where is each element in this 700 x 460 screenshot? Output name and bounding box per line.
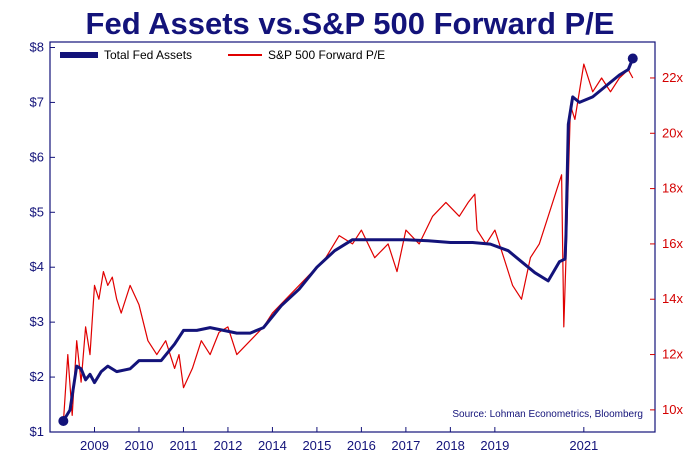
chart-title: Fed Assets vs.S&P 500 Forward P/E — [86, 6, 615, 41]
x-tick-label: 2021 — [569, 438, 598, 453]
right-tick-label: 16x — [662, 236, 683, 251]
left-tick-label: $2 — [30, 369, 44, 384]
left-tick-label: $4 — [30, 259, 44, 274]
source-note: Source: Lohman Econometrics, Bloomberg — [452, 409, 643, 420]
x-tick-label: 2014 — [258, 438, 287, 453]
x-tick-label: 2015 — [302, 438, 331, 453]
x-tick-label: 2009 — [80, 438, 109, 453]
right-tick-label: 22x — [662, 70, 683, 85]
left-tick-label: $7 — [30, 94, 44, 109]
left-axis: $1 $2 $3 $4 $5 $6 $7 $8 — [30, 39, 55, 439]
x-tick-label: 2019 — [480, 438, 509, 453]
x-tick-label: 2011 — [169, 438, 197, 453]
right-tick-label: 18x — [662, 181, 683, 196]
right-axis: 10x 12x 14x 16x 18x 20x 22x — [650, 70, 683, 417]
right-tick-label: 20x — [662, 125, 683, 140]
x-tick-label: 2010 — [125, 438, 154, 453]
series-line-fed — [61, 57, 635, 423]
series-layer — [58, 53, 638, 427]
right-tick-label: 12x — [662, 347, 683, 362]
legend-label-fed: Total Fed Assets — [104, 48, 192, 62]
x-tick-label: 2018 — [436, 438, 465, 453]
left-tick-label: $5 — [30, 204, 44, 219]
fed-start-marker — [58, 416, 69, 427]
x-tick-label: 2017 — [391, 438, 420, 453]
legend-label-pe: S&P 500 Forward P/E — [268, 48, 385, 62]
legend-background — [55, 46, 400, 64]
plot-frame — [49, 41, 656, 433]
legend: Total Fed Assets S&P 500 Forward P/E — [55, 46, 400, 64]
left-tick-label: $8 — [30, 39, 44, 54]
x-tick-label: 2016 — [347, 438, 376, 453]
series-line-pe — [62, 63, 634, 424]
left-tick-label: $6 — [30, 149, 44, 164]
x-tick-label: 2012 — [213, 438, 242, 453]
fed-end-marker — [627, 53, 638, 64]
right-tick-label: 10x — [662, 402, 683, 417]
x-axis: 2009 2010 2011 2012 2014 2015 2016 2017 2018 2019… — [80, 427, 598, 453]
left-tick-label: $3 — [30, 314, 44, 329]
left-tick-label: $1 — [30, 424, 44, 439]
right-tick-label: 14x — [662, 291, 683, 306]
